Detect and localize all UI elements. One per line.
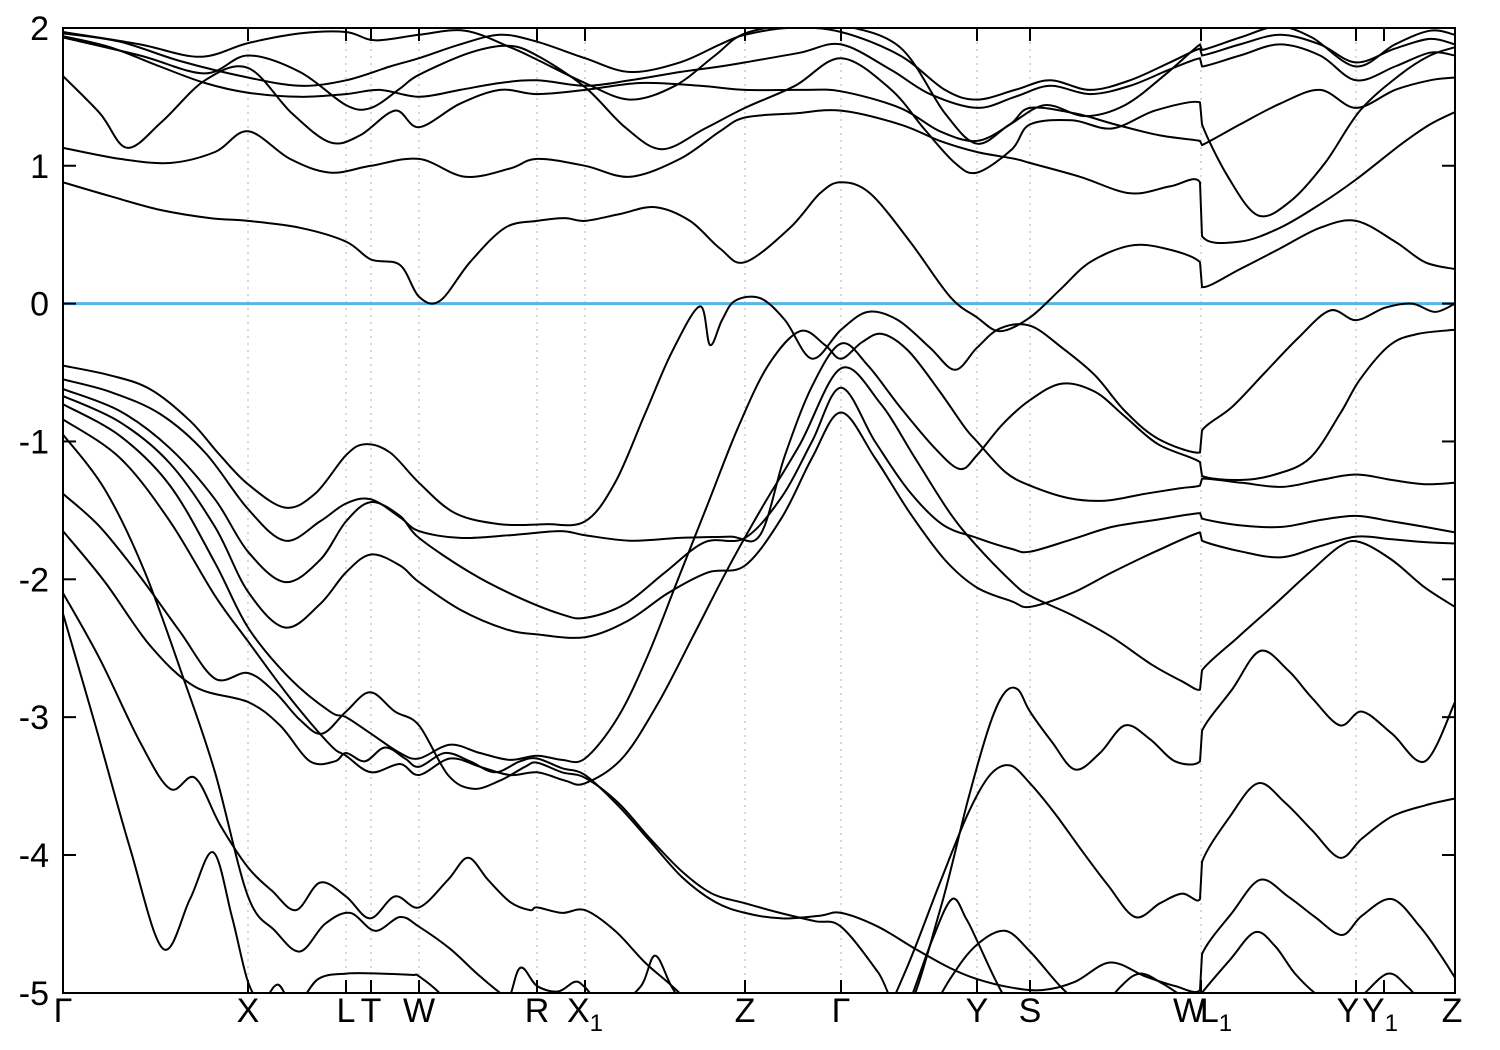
x-tick-label: W [403, 992, 435, 1030]
band-path [63, 36, 1455, 218]
band-path [63, 592, 1455, 993]
y-tick-label: -1 [19, 423, 49, 461]
y-tick-label: -2 [19, 561, 49, 599]
band-path [63, 329, 1455, 764]
y-tick-label: 1 [30, 148, 49, 186]
bands [63, 28, 1455, 993]
band-path [63, 612, 1415, 993]
band-path [63, 366, 1455, 786]
x-tick-label: Z [735, 992, 756, 1030]
band-path [63, 28, 1455, 145]
x-tick-label: L [337, 992, 356, 1030]
band-path [63, 328, 1455, 543]
x-tick-label: W [1173, 992, 1205, 1030]
x-tick-label: R [525, 992, 550, 1030]
y-tick-label: 2 [30, 10, 49, 48]
x-tick-label: Γ [54, 992, 73, 1030]
y-tick-label: -5 [19, 975, 49, 1013]
band-path [63, 433, 1069, 993]
tick-marks [63, 28, 1455, 993]
band-path [63, 65, 1455, 149]
band-path [63, 530, 1455, 993]
x-tick-label: X [237, 992, 260, 1030]
x-tick-label: Y [1337, 992, 1360, 1030]
band-path [63, 35, 1455, 109]
x-tick-label: T [361, 992, 382, 1030]
band-path [63, 295, 1455, 527]
x-tick-label: X1 [567, 992, 603, 1037]
plot-border [62, 27, 1456, 994]
y-tick-labels: 2 1 0 -1 -2 -3 -4 -5 [19, 10, 49, 1013]
y-tick-label: 0 [30, 286, 49, 324]
x-tick-label: Z [1442, 992, 1463, 1030]
x-tick-label: L1 [1200, 992, 1232, 1037]
x-tick-label: Γ [832, 992, 851, 1030]
x-tick-label: S [1019, 992, 1042, 1030]
band-path [63, 109, 1455, 245]
x-tick-label: Y1 [1362, 992, 1398, 1037]
y-tick-label: -3 [19, 699, 49, 737]
band-path [63, 386, 1455, 620]
grid-lines [247, 28, 1357, 993]
band-path [63, 492, 1455, 993]
y-tick-label: -4 [19, 837, 49, 875]
band-path [63, 181, 1455, 333]
x-tick-labels: Γ X L T W R X1 Z Γ Y S WL1 Y Y1 Z [54, 992, 1463, 1037]
x-tick-label: Y [966, 992, 989, 1030]
band-path [63, 395, 1455, 639]
